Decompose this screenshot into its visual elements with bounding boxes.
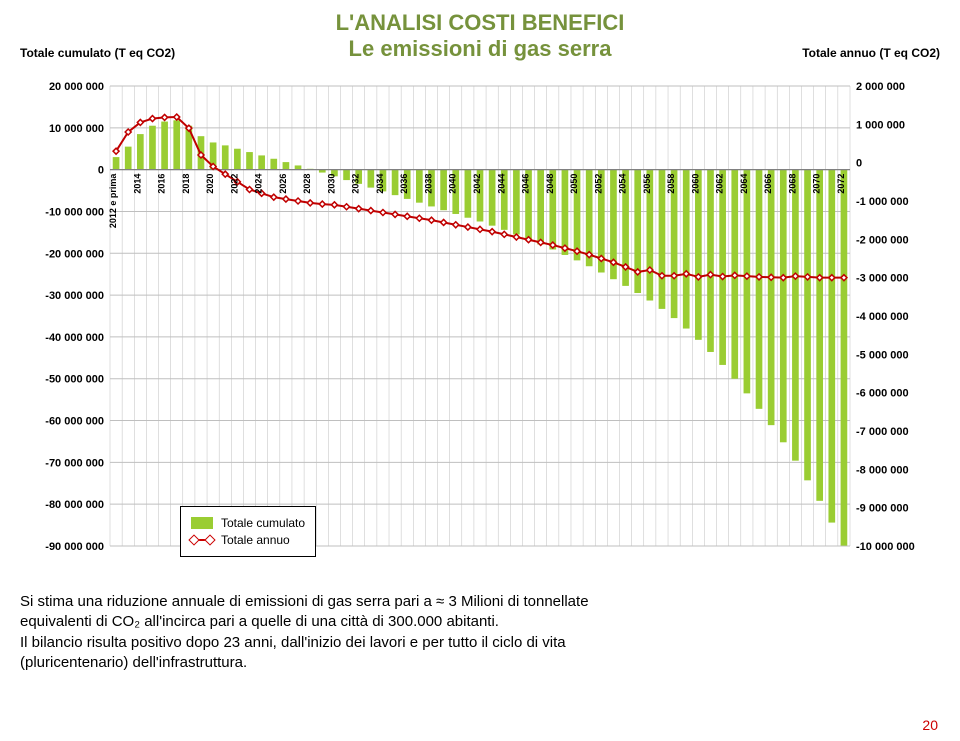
svg-text:2056: 2056 <box>642 174 652 194</box>
svg-text:2042: 2042 <box>472 174 482 194</box>
svg-text:2022: 2022 <box>229 174 239 194</box>
svg-text:-50 000 000: -50 000 000 <box>45 374 104 386</box>
svg-text:-30 000 000: -30 000 000 <box>45 290 104 302</box>
chart: 20 000 000 10 000 000 0 -10 000 000 -20 000 … <box>20 66 940 586</box>
svg-text:2050: 2050 <box>569 174 579 194</box>
notes: Si stima una riduzione annuale di emissi… <box>20 592 940 673</box>
legend-swatch-annuo <box>191 539 213 541</box>
svg-text:2014: 2014 <box>132 174 142 194</box>
svg-text:2038: 2038 <box>423 174 433 194</box>
svg-text:-9 000 000: -9 000 000 <box>856 503 909 515</box>
svg-text:-10 000 000: -10 000 000 <box>45 206 104 218</box>
svg-text:-80 000 000: -80 000 000 <box>45 499 104 511</box>
svg-text:10 000 000: 10 000 000 <box>49 123 104 135</box>
legend: Totale cumulato Totale annuo <box>180 506 316 557</box>
svg-text:0: 0 <box>98 165 104 177</box>
note-line-3: Il bilancio risulta positivo dopo 23 ann… <box>20 633 940 653</box>
svg-text:-20 000 000: -20 000 000 <box>45 248 104 260</box>
legend-label-cumulato: Totale cumulato <box>221 516 305 530</box>
page-number: 20 <box>922 717 938 733</box>
svg-text:-60 000 000: -60 000 000 <box>45 416 104 428</box>
svg-text:2036: 2036 <box>399 174 409 194</box>
svg-text:2020: 2020 <box>205 174 215 194</box>
left-axis-title: Totale cumulato (T eq CO2) <box>20 46 175 60</box>
svg-text:0: 0 <box>856 158 862 170</box>
svg-text:2028: 2028 <box>302 174 312 194</box>
svg-text:2032: 2032 <box>351 174 361 194</box>
svg-text:-6 000 000: -6 000 000 <box>856 388 909 400</box>
svg-text:-2 000 000: -2 000 000 <box>856 234 909 246</box>
svg-text:2060: 2060 <box>690 174 700 194</box>
note-line-2: equivalenti di CO₂ all'incirca pari a qu… <box>20 612 940 632</box>
svg-text:2072: 2072 <box>836 174 846 194</box>
svg-text:20 000 000: 20 000 000 <box>49 81 104 93</box>
svg-text:2070: 2070 <box>812 174 822 194</box>
svg-text:2034: 2034 <box>375 174 385 194</box>
svg-text:-40 000 000: -40 000 000 <box>45 332 104 344</box>
svg-text:2066: 2066 <box>763 174 773 194</box>
legend-swatch-cumulato <box>191 517 213 529</box>
svg-text:2062: 2062 <box>715 174 725 194</box>
svg-text:1 000 000: 1 000 000 <box>856 119 905 131</box>
svg-text:-4 000 000: -4 000 000 <box>856 311 909 323</box>
svg-text:-8 000 000: -8 000 000 <box>856 464 909 476</box>
svg-text:2 000 000: 2 000 000 <box>856 81 905 93</box>
svg-text:-3 000 000: -3 000 000 <box>856 273 909 285</box>
svg-text:2024: 2024 <box>254 174 264 194</box>
right-axis-title: Totale annuo (T eq CO2) <box>802 46 940 60</box>
svg-text:-90 000 000: -90 000 000 <box>45 541 104 553</box>
svg-text:2040: 2040 <box>448 174 458 194</box>
svg-text:2046: 2046 <box>521 174 531 194</box>
title-line-1: L'ANALISI COSTI BENEFICI <box>20 10 940 36</box>
svg-text:2068: 2068 <box>787 174 797 194</box>
svg-text:2064: 2064 <box>739 174 749 194</box>
legend-label-annuo: Totale annuo <box>221 533 290 547</box>
svg-text:2048: 2048 <box>545 174 555 194</box>
note-line-1: Si stima una riduzione annuale di emissi… <box>20 592 940 612</box>
svg-text:2030: 2030 <box>326 174 336 194</box>
svg-text:2018: 2018 <box>181 174 191 194</box>
svg-text:2026: 2026 <box>278 174 288 194</box>
svg-text:-7 000 000: -7 000 000 <box>856 426 909 438</box>
svg-text:-1 000 000: -1 000 000 <box>856 196 909 208</box>
svg-text:2054: 2054 <box>618 174 628 194</box>
svg-text:2012 e prima: 2012 e prima <box>108 173 118 229</box>
svg-text:2052: 2052 <box>593 174 603 194</box>
svg-text:-5 000 000: -5 000 000 <box>856 349 909 361</box>
svg-text:-10 000 000: -10 000 000 <box>856 541 915 553</box>
note-line-4: (pluricentenario) dell'infrastruttura. <box>20 653 940 673</box>
svg-text:2016: 2016 <box>157 174 167 194</box>
svg-text:-70 000 000: -70 000 000 <box>45 457 104 469</box>
svg-text:2058: 2058 <box>666 174 676 194</box>
svg-text:2044: 2044 <box>496 174 506 194</box>
